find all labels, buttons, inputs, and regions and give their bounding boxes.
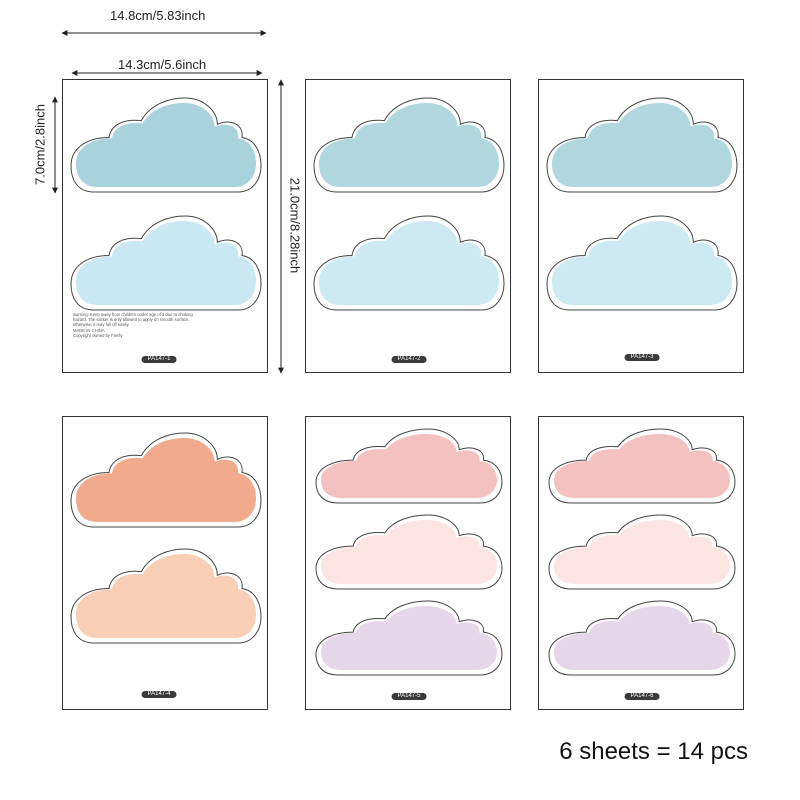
sheet-4-clouds xyxy=(70,432,262,644)
sheet-1-clouds xyxy=(70,97,262,311)
sticker-sheet-2: PA147-2 xyxy=(305,79,511,373)
sheet-label: PA147-4 xyxy=(141,691,177,698)
sheet-label: PA147-3 xyxy=(624,354,660,361)
cloud-sticker-1 xyxy=(70,97,262,193)
sheet-label: PA147-2 xyxy=(391,356,427,363)
cloud-fill xyxy=(552,103,732,187)
sticker-sheet-1: warning: Keep away from children under a… xyxy=(62,79,268,373)
sheet-label: PA147-6 xyxy=(624,693,660,700)
inner-width-label: 14.3cm/5.6inch xyxy=(118,57,207,72)
sheet-5-clouds xyxy=(315,428,503,676)
cloud-sticker-1 xyxy=(548,428,736,504)
cloud-sticker-1 xyxy=(546,97,738,193)
cloud-sticker-1 xyxy=(315,428,503,504)
cloud-sticker-1 xyxy=(70,432,262,528)
cloud-sticker-2 xyxy=(315,514,503,590)
cloud-sticker-2 xyxy=(313,215,505,311)
sticker-sheet-5: PA147-5 xyxy=(305,416,511,710)
cloud-fill xyxy=(321,434,497,498)
sheet-6-clouds xyxy=(548,428,736,676)
cloud-sticker-2 xyxy=(548,514,736,590)
cloud-sticker-3 xyxy=(315,600,503,676)
cloud-fill xyxy=(552,221,732,305)
cloud-fill xyxy=(319,221,499,305)
cloud-sticker-1 xyxy=(313,97,505,193)
sticker-sheet-6: PA147-6 xyxy=(538,416,744,710)
cloud-fill xyxy=(554,520,730,584)
sheet-label: PA147-5 xyxy=(391,693,427,700)
sheet-height-label: 21.0cm/8.28inch xyxy=(287,177,303,274)
cloud-fill xyxy=(554,606,730,670)
outer-width-label: 14.8cm/5.83inch xyxy=(110,8,206,23)
cloud-fill xyxy=(76,221,256,305)
cloud-fill xyxy=(76,554,256,638)
sticker-sheet-4: PA147-4 xyxy=(62,416,268,710)
cloud-sticker-2 xyxy=(70,548,262,644)
cloud-sticker-3 xyxy=(548,600,736,676)
cloud-fill xyxy=(76,438,256,522)
sheet-label: PA147-1 xyxy=(141,356,177,363)
sheet-3-clouds xyxy=(546,97,738,311)
cloud-fill xyxy=(76,103,256,187)
cloud-fill xyxy=(554,434,730,498)
pieces-summary: 6 sheets = 14 pcs xyxy=(559,738,748,765)
sheet-2-clouds xyxy=(313,97,505,311)
cloud-fill xyxy=(321,606,497,670)
cloud-height-label: 7.0cm/2.8inch xyxy=(32,104,48,185)
cloud-sticker-2 xyxy=(546,215,738,311)
warning-text: warning: Keep away from children under a… xyxy=(73,312,193,338)
sticker-sheet-3: PA147-3 xyxy=(538,79,744,373)
cloud-fill xyxy=(321,520,497,584)
cloud-fill xyxy=(319,103,499,187)
cloud-sticker-2 xyxy=(70,215,262,311)
